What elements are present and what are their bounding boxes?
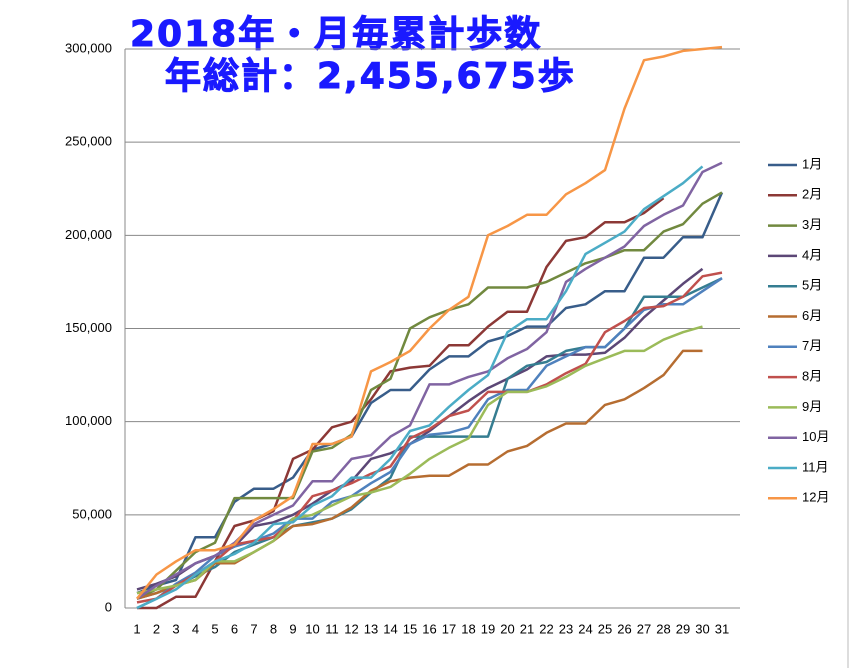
series-line (137, 197, 665, 610)
legend-label: 2月 (802, 187, 822, 202)
legend-label: 5月 (802, 278, 822, 293)
x-tick-label: 9 (289, 621, 296, 636)
x-tick-label: 15 (403, 621, 417, 636)
x-tick-label: 19 (481, 621, 495, 636)
x-tick-label: 30 (695, 621, 709, 636)
y-tick-label: 0 (105, 599, 112, 614)
series-line (136, 349, 703, 600)
x-tick-label: 7 (250, 621, 257, 636)
x-tick-label: 27 (637, 621, 651, 636)
x-tick-label: 1 (133, 621, 140, 636)
legend-label: 7月 (802, 338, 822, 353)
x-tick-label: 3 (172, 621, 179, 636)
x-tick-label: 18 (461, 621, 475, 636)
series-line (136, 192, 724, 595)
legend-label: 6月 (802, 308, 822, 323)
y-tick-label: 150,000 (65, 320, 112, 335)
legend-label: 1月 (802, 156, 822, 171)
x-tick-label: 25 (598, 621, 612, 636)
x-tick-label: 10 (305, 621, 319, 636)
x-tick-label: 17 (442, 621, 456, 636)
series-line (136, 165, 704, 610)
x-tick-label: 16 (422, 621, 436, 636)
x-tick-label: 31 (715, 621, 729, 636)
x-tick-label: 21 (520, 621, 534, 636)
y-tick-label: 200,000 (65, 227, 112, 242)
x-tick-label: 23 (559, 621, 573, 636)
x-tick-label: 20 (500, 621, 514, 636)
x-tick-label: 8 (270, 621, 277, 636)
series-line (136, 325, 703, 595)
x-tick-label: 12 (344, 621, 358, 636)
x-tick-label: 11 (325, 621, 339, 636)
y-tick-label: 300,000 (65, 40, 112, 55)
y-tick-label: 250,000 (65, 134, 112, 149)
legend-label: 10月 (802, 429, 829, 444)
legend-label: 11月 (802, 459, 829, 474)
x-tick-label: 2 (153, 621, 160, 636)
legend-label: 4月 (802, 247, 822, 262)
legend-label: 3月 (802, 217, 822, 232)
y-tick-label: 50,000 (72, 506, 112, 521)
series-line (136, 277, 723, 610)
x-tick-label: 22 (539, 621, 553, 636)
series-line (136, 191, 723, 600)
x-tick-label: 29 (676, 621, 690, 636)
x-tick-label: 5 (211, 621, 218, 636)
x-tick-label: 4 (192, 621, 199, 636)
legend-label: 8月 (802, 369, 822, 384)
x-tick-label: 14 (383, 621, 397, 636)
x-tick-label: 6 (231, 621, 238, 636)
chart-subtitle: 年総計：2,455,675歩 (165, 56, 576, 97)
x-tick-label: 13 (364, 621, 378, 636)
x-tick-label: 28 (656, 621, 670, 636)
y-tick-label: 100,000 (65, 413, 112, 428)
x-tick-label: 24 (578, 621, 592, 636)
chart-title: 2018年・月毎累計歩数 (130, 14, 542, 55)
x-tick-label: 26 (617, 621, 631, 636)
legend-label: 9月 (802, 399, 822, 414)
series-line (136, 45, 723, 600)
legend-label: 12月 (802, 490, 829, 505)
